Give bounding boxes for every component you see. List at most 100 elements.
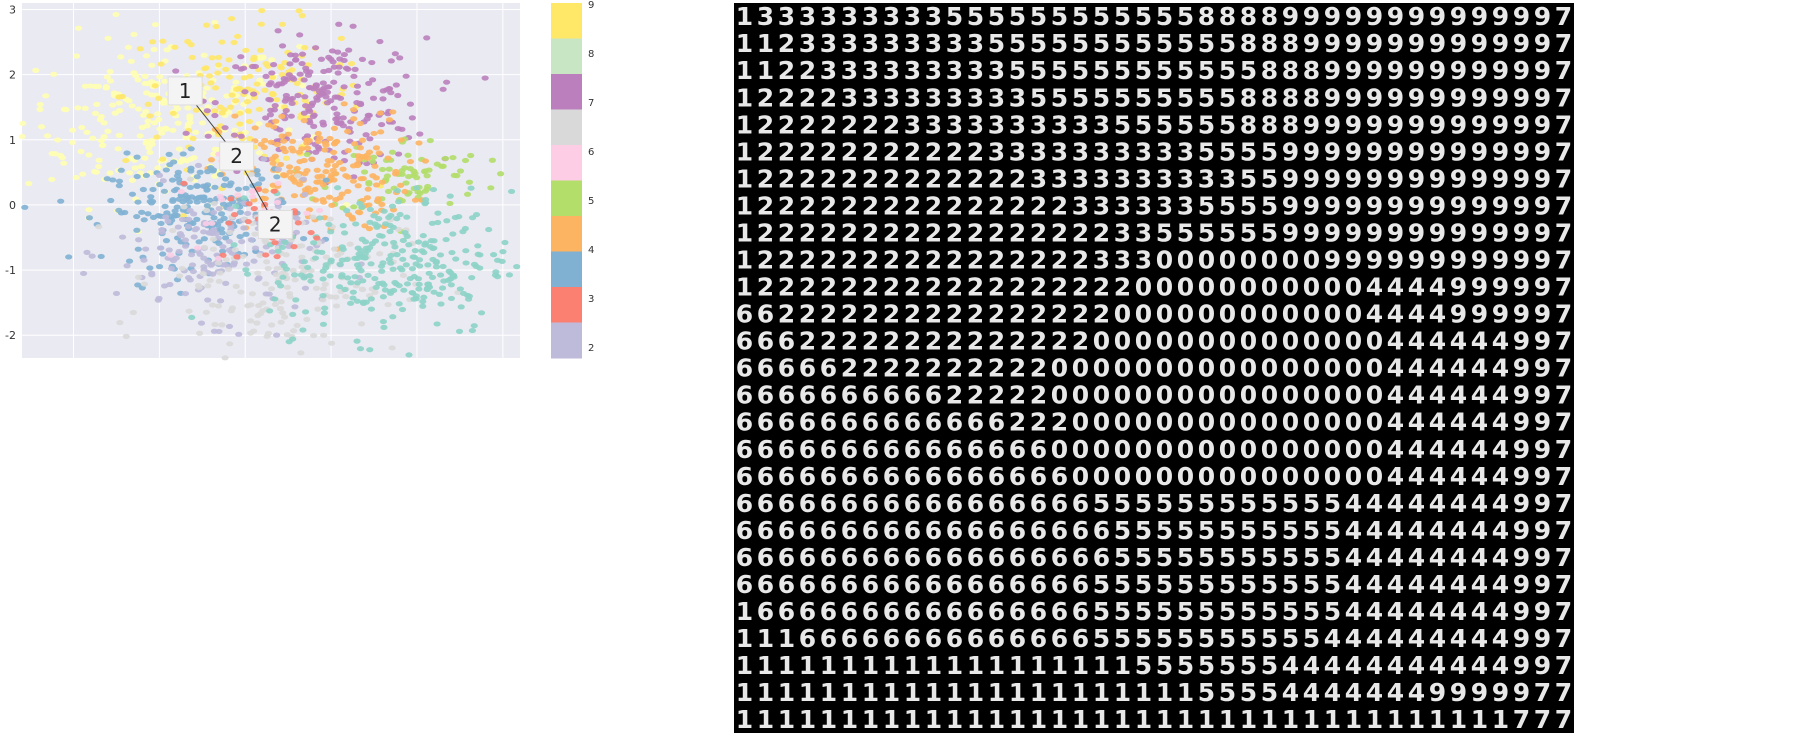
digit-cell: 5 <box>1135 570 1152 599</box>
digit-cell: 1 <box>1492 705 1509 733</box>
scatter-point <box>435 291 444 298</box>
digit-cell: 2 <box>1009 381 1026 410</box>
scatter-point <box>339 223 347 229</box>
scatter-point <box>311 186 319 193</box>
digit-cell: 6 <box>925 435 942 464</box>
digit-cell: 4 <box>1387 624 1404 653</box>
digit-cell: 1 <box>1429 705 1446 733</box>
digit-cell: 4 <box>1471 570 1488 599</box>
digit-cell: 0 <box>1366 381 1383 410</box>
digit-cell: 6 <box>946 435 963 464</box>
scatter-point <box>289 148 297 154</box>
scatter-points <box>18 7 521 361</box>
scatter-point <box>262 115 270 121</box>
digit-cell: 6 <box>757 381 774 410</box>
scatter-point <box>351 66 359 72</box>
digit-cell: 0 <box>1198 408 1215 437</box>
digit-cell: 1 <box>1240 705 1257 733</box>
digit-cell: 0 <box>1114 327 1131 356</box>
digit-cell: 2 <box>967 137 984 166</box>
scatter-point <box>375 216 383 222</box>
digit-cell: 4 <box>1282 651 1299 680</box>
digit-cell: 4 <box>1345 543 1362 572</box>
scatter-point <box>214 303 223 309</box>
digit-cell: 5 <box>1324 570 1341 599</box>
scatter-point <box>312 149 320 155</box>
digit-cell: 2 <box>883 273 900 302</box>
digit-cell: 2 <box>862 191 879 220</box>
scatter-point <box>130 70 138 76</box>
scatter-point <box>100 134 108 140</box>
digit-cell: 2 <box>988 381 1005 410</box>
scatter-point <box>424 262 432 268</box>
digit-cell: 2 <box>820 110 837 139</box>
scatter-point <box>240 75 248 81</box>
digit-cell: 9 <box>1513 191 1530 220</box>
scatter-point <box>192 107 200 113</box>
digit-cell: 1 <box>736 624 753 653</box>
scatter-point <box>445 268 453 274</box>
digit-cell: 3 <box>1030 164 1047 193</box>
digit-cell: 0 <box>1240 435 1257 464</box>
scatter-point <box>327 56 335 62</box>
digit-cell: 3 <box>988 137 1005 166</box>
scatter-point <box>323 100 332 106</box>
digit-cell: 5 <box>1093 570 1110 599</box>
digit-cell: 5 <box>1177 489 1194 518</box>
digit-cell: 0 <box>1303 327 1320 356</box>
scatter-point <box>244 210 252 217</box>
scatter-point <box>332 171 340 177</box>
digit-cell: 3 <box>925 56 942 85</box>
scatter-point <box>186 113 194 119</box>
scatter-point <box>346 241 354 247</box>
digit-cell: 2 <box>1051 273 1068 302</box>
digit-cell: 8 <box>1261 29 1278 58</box>
scatter-point <box>235 331 243 337</box>
digit-cell: 9 <box>1534 570 1551 599</box>
scatter-point <box>261 87 269 93</box>
digit-cell: 6 <box>757 489 774 518</box>
digit-cell: 9 <box>1492 300 1509 329</box>
digit-cell: 5 <box>1282 543 1299 572</box>
scatter-point <box>253 167 261 174</box>
digit-cell: 0 <box>1324 300 1341 329</box>
scatter-point <box>32 67 40 73</box>
digit-cell: 6 <box>967 516 984 545</box>
scatter-point <box>153 134 161 140</box>
scatter-point <box>312 197 320 203</box>
digit-cell: 9 <box>1303 164 1320 193</box>
scatter-point <box>226 229 234 236</box>
scatter-point <box>327 174 335 180</box>
digit-cell: 9 <box>1366 137 1383 166</box>
digit-cell: 6 <box>904 543 921 572</box>
digit-cell: 2 <box>778 164 795 193</box>
scatter-point <box>380 324 388 330</box>
scatter-point <box>95 163 103 170</box>
digit-cell: 4 <box>1387 543 1404 572</box>
scatter-point <box>140 217 148 223</box>
digit-cell: 2 <box>925 137 942 166</box>
scatter-point <box>332 303 341 309</box>
digit-cell: 9 <box>1408 110 1425 139</box>
scatter-point <box>167 252 175 258</box>
scatter-point <box>144 211 152 217</box>
plot-background <box>22 3 520 358</box>
scatter-point <box>395 151 403 157</box>
scatter-point <box>221 176 230 182</box>
scatter-point <box>414 239 423 245</box>
scatter-point <box>209 246 218 252</box>
digit-cell: 7 <box>1555 218 1572 247</box>
scatter-point <box>193 245 202 251</box>
digit-cell: 6 <box>778 543 795 572</box>
digit-cell: 3 <box>1114 164 1131 193</box>
digit-cell: 2 <box>757 246 774 275</box>
digit-cell: 0 <box>1177 327 1194 356</box>
scatter-point <box>99 142 107 148</box>
scatter-point <box>314 130 322 137</box>
annotation-digit-2: 2 <box>219 141 255 171</box>
digit-cell: 2 <box>946 327 963 356</box>
digit-cell: 0 <box>1261 273 1278 302</box>
scatter-point <box>415 281 423 287</box>
scatter-point <box>189 268 197 275</box>
digit-cell: 9 <box>1345 56 1362 85</box>
